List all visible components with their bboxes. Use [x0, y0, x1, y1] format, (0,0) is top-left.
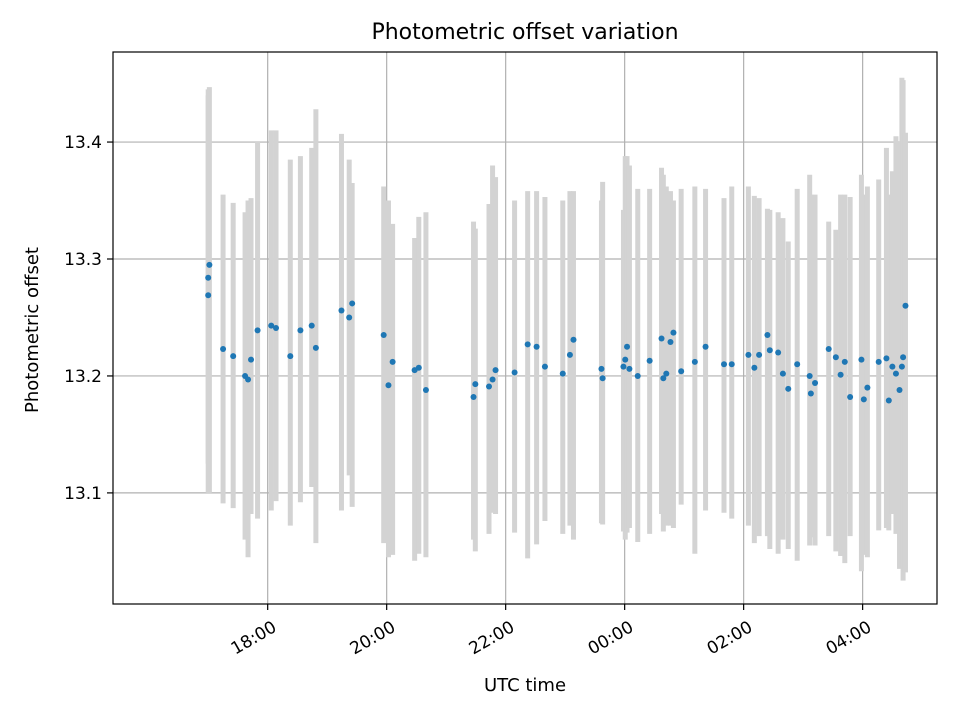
- data-point: [702, 343, 709, 350]
- data-point: [658, 335, 665, 342]
- data-point: [273, 325, 280, 331]
- y-axis-label: Photometric offset: [22, 247, 43, 413]
- errorbar-layer: [205, 77, 908, 581]
- data-point: [338, 307, 345, 314]
- data-point: [268, 322, 275, 329]
- data-point: [766, 347, 773, 354]
- data-point: [900, 354, 907, 361]
- point-layer: [205, 261, 909, 404]
- data-point: [837, 371, 844, 378]
- data-point: [875, 358, 882, 365]
- chart-title: Photometric offset variation: [371, 20, 678, 45]
- data-point: [566, 351, 573, 358]
- data-point: [646, 357, 653, 364]
- data-point: [785, 385, 792, 392]
- data-point: [678, 368, 685, 375]
- data-point: [841, 358, 848, 365]
- data-point: [889, 363, 896, 370]
- data-point: [297, 327, 304, 334]
- data-point: [346, 314, 353, 321]
- data-point: [794, 361, 801, 368]
- data-point: [486, 383, 493, 390]
- data-point: [860, 396, 867, 403]
- data-point: [570, 336, 577, 343]
- data-point: [470, 394, 477, 400]
- data-point: [806, 372, 813, 379]
- data-point: [422, 386, 429, 393]
- data-point: [349, 300, 356, 307]
- data-point: [205, 274, 212, 281]
- y-tick-label: 13.2: [64, 367, 102, 387]
- data-point: [626, 365, 633, 372]
- data-point: [559, 370, 566, 377]
- data-point: [745, 351, 752, 358]
- data-point: [541, 363, 548, 370]
- data-point: [524, 341, 531, 348]
- data-point: [230, 353, 237, 360]
- data-point: [472, 381, 479, 388]
- data-point: [764, 332, 771, 339]
- data-point: [206, 261, 213, 268]
- x-tick-label: 00:00: [585, 617, 637, 659]
- data-point: [415, 364, 422, 371]
- data-point: [205, 292, 212, 299]
- data-point: [807, 390, 814, 397]
- x-axis-label: UTC time: [484, 675, 566, 696]
- data-point: [254, 327, 261, 334]
- x-tick-label: 04:00: [823, 617, 875, 659]
- data-point: [885, 397, 892, 404]
- data-point: [634, 372, 641, 379]
- data-point: [245, 376, 252, 383]
- data-point: [598, 365, 605, 372]
- data-point: [847, 394, 854, 400]
- data-point: [721, 361, 728, 368]
- data-point: [756, 351, 763, 358]
- data-point: [620, 363, 627, 370]
- data-point: [622, 356, 629, 363]
- data-point: [892, 370, 899, 377]
- data-point: [385, 382, 392, 389]
- data-point: [380, 332, 387, 339]
- data-point: [599, 375, 606, 382]
- data-point: [898, 363, 905, 370]
- data-point: [832, 354, 839, 361]
- y-tick-label: 13.1: [64, 484, 102, 504]
- data-point: [864, 384, 871, 391]
- data-point: [896, 386, 903, 393]
- data-point: [663, 370, 670, 377]
- x-tick-label: 18:00: [228, 617, 280, 659]
- data-point: [660, 375, 667, 382]
- data-point: [825, 346, 832, 353]
- data-point: [389, 358, 396, 365]
- data-point: [667, 339, 674, 346]
- data-point: [308, 322, 315, 329]
- data-point: [248, 356, 255, 363]
- data-point: [533, 343, 540, 350]
- data-point: [670, 329, 677, 336]
- data-point: [858, 356, 865, 363]
- data-point: [812, 379, 819, 386]
- data-point: [220, 346, 227, 353]
- data-point: [511, 369, 518, 376]
- data-point: [287, 353, 294, 360]
- x-tick-label: 20:00: [347, 617, 399, 659]
- data-point: [751, 364, 758, 371]
- x-tick-label: 02:00: [704, 617, 756, 659]
- y-tick-label: 13.4: [64, 133, 102, 153]
- data-point: [312, 344, 319, 351]
- y-tick-label: 13.3: [64, 250, 102, 270]
- data-point: [902, 302, 909, 309]
- data-point: [691, 358, 698, 365]
- data-point: [728, 361, 735, 368]
- x-tick-label: 22:00: [466, 617, 518, 659]
- data-point: [775, 349, 782, 356]
- data-point: [489, 376, 496, 383]
- data-point: [779, 370, 786, 377]
- plot-frame: [112, 51, 938, 605]
- data-point: [624, 343, 631, 350]
- data-point: [883, 355, 890, 362]
- data-point: [492, 367, 499, 374]
